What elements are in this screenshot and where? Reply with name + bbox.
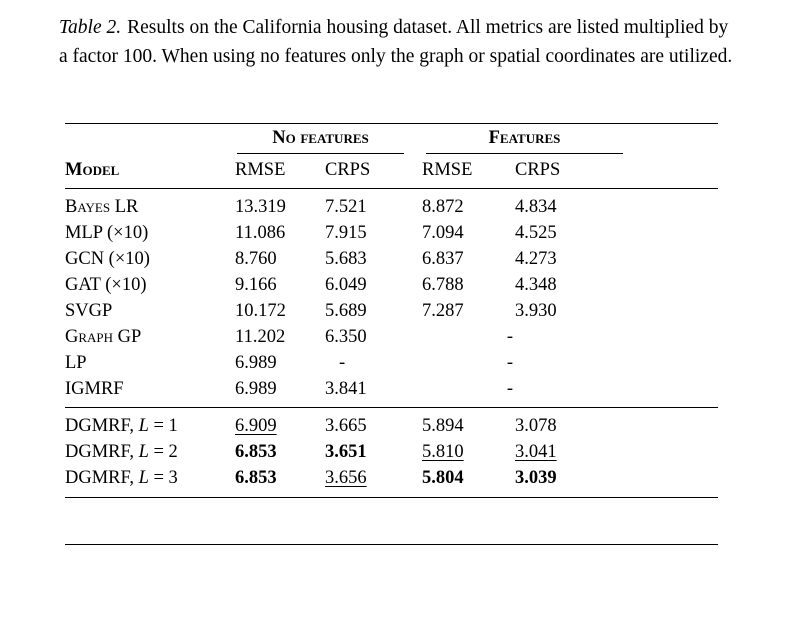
- page-bottom-rule: [65, 544, 718, 545]
- table-row: GAT (×10) 9.166 6.049 6.788 4.348: [65, 273, 718, 299]
- table-row: DGMRF, L = 1 6.909 3.665 5.894 3.078: [65, 408, 718, 440]
- cell-rmse-feat: 6.788: [422, 275, 464, 295]
- cell-features-dash: -: [506, 379, 514, 399]
- cell-rmse-nofeat: 11.202: [235, 327, 286, 347]
- model-name: LP: [65, 353, 87, 373]
- model-name: Graph GP: [65, 327, 142, 347]
- table-body-dgmrf: DGMRF, L = 1 6.909 3.665 5.894 3.078 DGM…: [65, 407, 718, 498]
- model-name: DGMRF, L = 1: [65, 408, 235, 440]
- cell-crps-feat: 4.525: [515, 223, 557, 243]
- table-row: MLP (×10) 11.086 7.915 7.094 4.525: [65, 221, 718, 247]
- cell-crps-nofeat: 3.665: [325, 416, 367, 436]
- model-prefix: DGMRF,: [65, 442, 139, 462]
- cell-rmse-nofeat: 6.853: [235, 442, 277, 462]
- table-row: Graph GP 11.202 6.350 -: [65, 325, 718, 351]
- cell-rmse-feat: 5.894: [422, 416, 464, 436]
- model-math-var: L: [138, 416, 149, 436]
- column-header-rmse-nofeat: RMSE: [235, 154, 325, 189]
- table-row: GCN (×10) 8.760 5.683 6.837 4.273: [65, 247, 718, 273]
- group-header-no-features: No features: [235, 124, 422, 154]
- model-name: GAT (×10): [65, 275, 147, 295]
- cell-crps-nofeat-dash: -: [339, 353, 346, 373]
- cell-rmse-feat: 5.804: [422, 468, 464, 488]
- model-name: Bayes LR: [65, 197, 139, 217]
- cell-crps-nofeat: 3.656: [325, 468, 367, 488]
- cell-rmse-nofeat: 6.989: [235, 353, 277, 373]
- column-header-rmse-feat: RMSE: [422, 154, 515, 189]
- cmidrule-features: Features: [426, 127, 623, 154]
- model-prefix: DGMRF,: [65, 468, 139, 488]
- model-suffix: = 3: [148, 468, 178, 488]
- model-math-var: L: [138, 442, 149, 462]
- cell-rmse-feat: 7.287: [422, 301, 464, 321]
- cell-crps-nofeat: 3.651: [325, 442, 367, 462]
- model-name: GCN (×10): [65, 249, 150, 269]
- model-prefix: DGMRF,: [65, 416, 139, 436]
- column-header-crps-nofeat: CRPS: [325, 154, 422, 189]
- group-header-spacer: [65, 124, 235, 155]
- cell-crps-feat: 3.039: [515, 468, 557, 488]
- table-row: LP 6.989 - -: [65, 351, 718, 377]
- table-caption: Table 2. Results on the California housin…: [59, 13, 739, 71]
- model-suffix: = 2: [148, 442, 178, 462]
- cell-rmse-feat: 7.094: [422, 223, 464, 243]
- cell-crps-feat: 4.273: [515, 249, 557, 269]
- caption-label: Table 2.: [59, 17, 122, 38]
- cell-crps-nofeat: 5.683: [325, 249, 367, 269]
- group-header-features: Features: [422, 124, 718, 154]
- cell-rmse-feat: 5.810: [422, 442, 464, 462]
- cell-rmse-nofeat: 11.086: [235, 223, 286, 243]
- table-row: DGMRF, L = 2 6.853 3.651 5.810 3.041: [65, 440, 718, 466]
- group-label-no-features: No features: [272, 128, 369, 148]
- cell-crps-feat: 4.348: [515, 275, 557, 295]
- cell-crps-feat: 3.041: [515, 442, 557, 462]
- model-name: SVGP: [65, 301, 113, 321]
- cell-crps-nofeat: 7.915: [325, 223, 367, 243]
- results-table: No features Features Model RMSE CRPS RMS…: [65, 123, 718, 498]
- cell-crps-feat: 3.078: [515, 416, 557, 436]
- table-body-baselines: Bayes LR 13.319 7.521 8.872 4.834 MLP (×…: [65, 189, 718, 408]
- cell-rmse-feat: 8.872: [422, 197, 464, 217]
- model-name: DGMRF, L = 3: [65, 466, 235, 498]
- cell-rmse-feat: 6.837: [422, 249, 464, 269]
- cell-rmse-nofeat: 6.853: [235, 468, 277, 488]
- cell-rmse-nofeat: 13.319: [235, 197, 286, 217]
- cmidrule-no-features: No features: [237, 127, 404, 154]
- cell-rmse-nofeat: 6.989: [235, 379, 277, 399]
- model-suffix: = 1: [148, 416, 178, 436]
- cell-rmse-nofeat: 9.166: [235, 275, 277, 295]
- model-name: DGMRF, L = 2: [65, 440, 235, 466]
- cell-crps-feat: 4.834: [515, 197, 557, 217]
- cell-crps-nofeat: 7.521: [325, 197, 367, 217]
- column-header-row: Model RMSE CRPS RMSE CRPS: [65, 154, 718, 189]
- cell-crps-nofeat: 5.689: [325, 301, 367, 321]
- cell-crps-nofeat: 3.841: [325, 379, 367, 399]
- cell-crps-nofeat: 6.049: [325, 275, 367, 295]
- cell-rmse-nofeat: 8.760: [235, 249, 277, 269]
- model-math-var: L: [138, 468, 149, 488]
- table-row: IGMRF 6.989 3.841 -: [65, 377, 718, 408]
- group-header-row: No features Features: [65, 124, 718, 155]
- cell-rmse-nofeat: 10.172: [235, 301, 286, 321]
- model-name: IGMRF: [65, 379, 124, 399]
- cell-crps-feat: 3.930: [515, 301, 557, 321]
- column-header-crps-feat: CRPS: [515, 154, 718, 189]
- cell-crps-nofeat: 6.350: [325, 327, 367, 347]
- group-label-features: Features: [488, 128, 561, 148]
- cell-features-dash: -: [506, 353, 514, 373]
- table-row: Bayes LR 13.319 7.521 8.872 4.834: [65, 189, 718, 221]
- table-row: SVGP 10.172 5.689 7.287 3.930: [65, 299, 718, 325]
- table-row: DGMRF, L = 3 6.853 3.656 5.804 3.039: [65, 466, 718, 498]
- cell-features-dash: -: [506, 327, 514, 347]
- cell-rmse-nofeat: 6.909: [235, 416, 277, 436]
- model-name: MLP (×10): [65, 223, 149, 243]
- caption-text: Results on the California housing datase…: [59, 17, 733, 67]
- column-header-model: Model: [65, 154, 235, 189]
- table-header: No features Features Model RMSE CRPS RMS…: [65, 124, 718, 189]
